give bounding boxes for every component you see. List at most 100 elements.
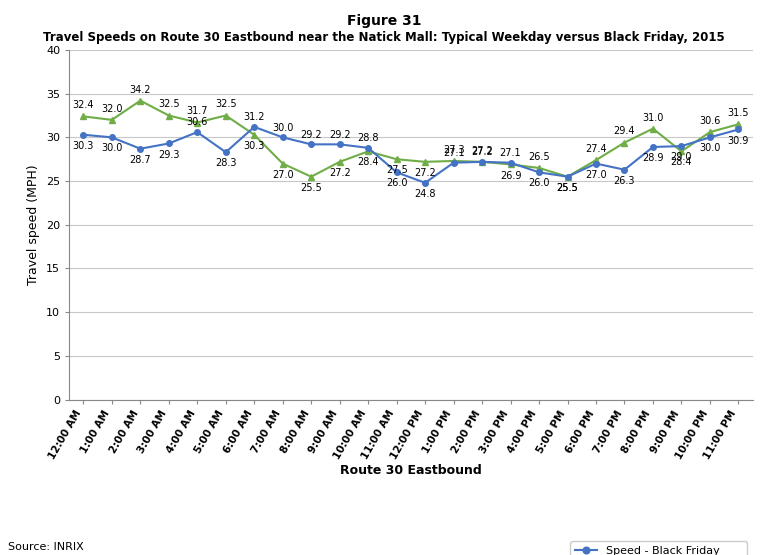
Speed - Black Friday [363, 144, 372, 151]
Text: 27.4: 27.4 [585, 144, 607, 154]
Speed - Black Friday [563, 173, 572, 180]
Speed - typical weekday [306, 173, 316, 180]
Speed - Black Friday [136, 145, 145, 152]
Text: Travel Speeds on Route 30 Eastbound near the Natick Mall: Typical Weekday versus: Travel Speeds on Route 30 Eastbound near… [43, 31, 725, 43]
Text: 32.0: 32.0 [101, 104, 123, 114]
Speed - typical weekday [478, 159, 487, 165]
Speed - Black Friday [620, 166, 629, 173]
Text: 30.6: 30.6 [699, 116, 720, 126]
Text: 30.9: 30.9 [728, 135, 749, 145]
Text: 27.2: 27.2 [329, 168, 350, 178]
Text: 28.7: 28.7 [130, 155, 151, 165]
Text: 26.9: 26.9 [500, 170, 521, 180]
Text: 32.4: 32.4 [73, 100, 94, 110]
Speed - Black Friday [164, 140, 174, 147]
Speed - typical weekday [193, 119, 202, 126]
Speed - typical weekday [250, 132, 259, 138]
Text: 28.3: 28.3 [215, 158, 237, 168]
Text: 31.2: 31.2 [243, 112, 265, 122]
Speed - typical weekday [563, 173, 572, 180]
Speed - typical weekday [335, 159, 344, 165]
Text: 27.0: 27.0 [585, 170, 607, 180]
Speed - Black Friday [677, 143, 686, 149]
Speed - typical weekday [363, 148, 372, 155]
Speed - typical weekday [108, 117, 117, 123]
Text: 26.0: 26.0 [386, 179, 407, 189]
Text: 28.8: 28.8 [357, 133, 379, 143]
Speed - Black Friday [392, 169, 401, 175]
Y-axis label: Travel speed (MPH): Travel speed (MPH) [28, 164, 41, 285]
Speed - Black Friday [449, 159, 458, 166]
Speed - Black Friday [335, 141, 344, 148]
Legend: Speed - Black Friday, Speed - typical weekday: Speed - Black Friday, Speed - typical we… [571, 542, 747, 555]
Text: 27.2: 27.2 [472, 147, 493, 157]
Speed - Black Friday [478, 159, 487, 165]
Speed - Black Friday [79, 132, 88, 138]
Text: 26.5: 26.5 [528, 152, 550, 162]
Text: 29.2: 29.2 [329, 130, 350, 140]
Speed - Black Friday [506, 159, 515, 166]
Speed - typical weekday [591, 157, 601, 163]
Speed - typical weekday [506, 161, 515, 168]
Text: 30.3: 30.3 [243, 141, 265, 151]
Text: 25.5: 25.5 [557, 183, 578, 193]
Speed - typical weekday [136, 97, 145, 104]
Text: 30.6: 30.6 [187, 118, 208, 128]
Text: 25.5: 25.5 [300, 183, 322, 193]
Speed - Black Friday [306, 141, 316, 148]
Speed - Black Friday [705, 134, 714, 141]
Text: 27.1: 27.1 [443, 148, 465, 158]
Text: 29.3: 29.3 [158, 150, 180, 160]
Speed - Black Friday [278, 134, 287, 141]
Text: 30.3: 30.3 [73, 141, 94, 151]
Text: 27.5: 27.5 [386, 165, 408, 175]
Speed - typical weekday [733, 121, 743, 128]
Text: 28.4: 28.4 [357, 158, 379, 168]
Speed - typical weekday [392, 156, 401, 163]
Text: Source: INRIX: Source: INRIX [8, 542, 84, 552]
Text: 29.0: 29.0 [670, 152, 692, 162]
Text: 30.0: 30.0 [272, 123, 293, 133]
Speed - Black Friday [108, 134, 117, 141]
Text: 31.0: 31.0 [642, 113, 664, 123]
Speed - Black Friday [193, 129, 202, 135]
Text: 24.8: 24.8 [415, 189, 436, 199]
Speed - Black Friday [648, 144, 657, 150]
Text: 26.0: 26.0 [528, 179, 550, 189]
Speed - typical weekday [221, 112, 230, 119]
Line: Speed - Black Friday: Speed - Black Friday [81, 124, 741, 185]
Speed - typical weekday [620, 139, 629, 146]
Text: 27.2: 27.2 [472, 146, 493, 156]
Text: 27.2: 27.2 [414, 168, 436, 178]
Text: 28.4: 28.4 [670, 158, 692, 168]
Line: Speed - typical weekday: Speed - typical weekday [80, 97, 742, 180]
Text: 34.2: 34.2 [130, 84, 151, 94]
X-axis label: Route 30 Eastbound: Route 30 Eastbound [340, 464, 482, 477]
Speed - Black Friday [591, 160, 601, 167]
Speed - typical weekday [164, 112, 174, 119]
Text: Figure 31: Figure 31 [346, 14, 422, 28]
Speed - typical weekday [535, 165, 544, 171]
Text: 32.5: 32.5 [158, 99, 180, 109]
Text: 30.0: 30.0 [699, 144, 720, 154]
Text: 32.5: 32.5 [215, 99, 237, 109]
Speed - typical weekday [421, 159, 430, 165]
Speed - Black Friday [250, 124, 259, 130]
Speed - typical weekday [449, 158, 458, 164]
Speed - typical weekday [648, 125, 657, 132]
Speed - typical weekday [79, 113, 88, 120]
Text: 27.3: 27.3 [443, 145, 465, 155]
Text: 26.3: 26.3 [614, 176, 635, 186]
Text: 27.0: 27.0 [272, 170, 293, 180]
Speed - typical weekday [705, 129, 714, 135]
Speed - Black Friday [421, 179, 430, 186]
Text: 29.4: 29.4 [614, 127, 635, 137]
Text: 27.1: 27.1 [500, 148, 521, 158]
Speed - Black Friday [221, 149, 230, 155]
Text: 29.2: 29.2 [300, 130, 322, 140]
Speed - Black Friday [733, 126, 743, 133]
Text: 31.7: 31.7 [187, 107, 208, 117]
Text: 31.5: 31.5 [727, 108, 749, 118]
Speed - typical weekday [677, 148, 686, 155]
Text: 25.5: 25.5 [557, 183, 578, 193]
